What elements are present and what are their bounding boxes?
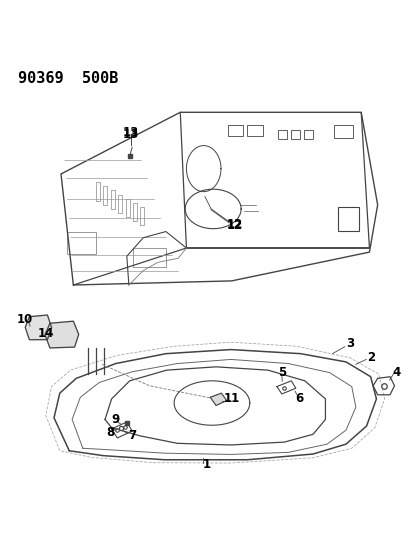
Bar [133,203,137,221]
Bar [118,195,122,213]
Bar [67,231,96,254]
Text: 6: 6 [295,392,303,406]
Bar [247,125,262,136]
Bar [140,207,144,225]
Text: 9: 9 [112,414,119,426]
Text: 12: 12 [226,218,242,231]
Bar [111,190,115,209]
Text: 7: 7 [128,429,136,442]
Bar [133,248,166,266]
Bar [227,125,242,136]
Text: 12: 12 [226,219,242,232]
Bar [337,207,358,231]
Text: 2: 2 [367,351,375,364]
Text: 10: 10 [17,313,33,326]
Text: 3: 3 [345,337,353,350]
Text: 13: 13 [123,127,139,141]
Text: 13: 13 [123,126,139,139]
Text: 4: 4 [392,366,400,378]
Bar [290,130,299,139]
Polygon shape [25,315,52,340]
Text: 14: 14 [38,327,54,340]
Text: 90369  500B: 90369 500B [18,71,118,86]
Text: 11: 11 [223,392,239,405]
Bar [96,182,100,201]
Bar [103,187,107,205]
Text: 5: 5 [277,366,285,378]
Text: 1: 1 [202,458,211,471]
Text: 8: 8 [106,426,114,439]
Polygon shape [210,393,226,406]
Bar [277,130,286,139]
Bar [333,125,353,138]
Polygon shape [45,321,78,348]
Bar [303,130,312,139]
Bar [125,199,129,217]
